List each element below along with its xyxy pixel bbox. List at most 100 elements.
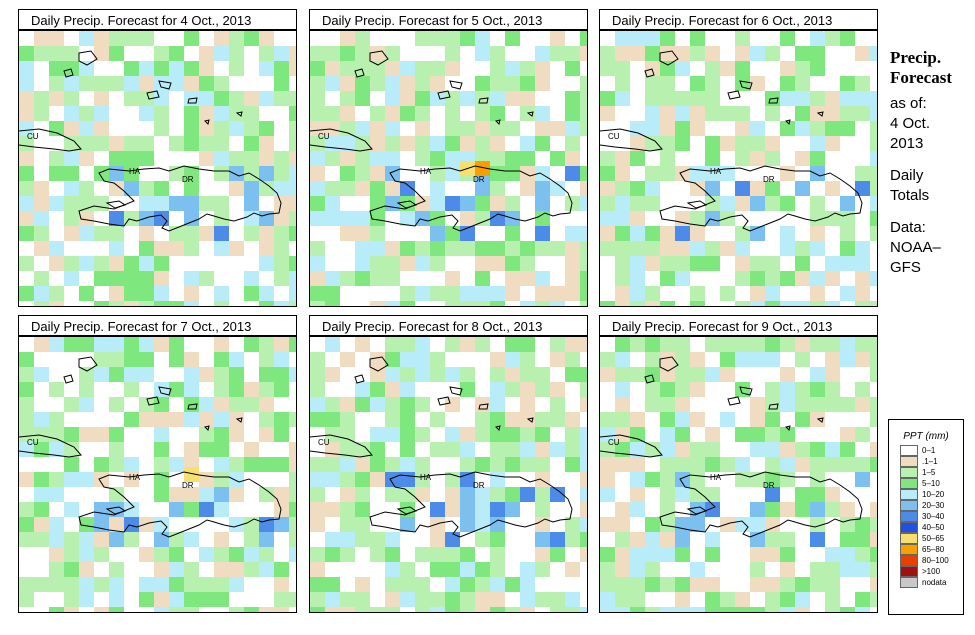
precip-cell <box>310 151 325 166</box>
island-coastline <box>739 80 753 90</box>
precip-cell <box>705 592 720 607</box>
precip-cell <box>615 427 630 442</box>
precip-cell <box>825 136 840 151</box>
precip-cell <box>154 412 169 427</box>
asof-year: 2013 <box>890 135 924 152</box>
island-coastline <box>354 374 365 384</box>
precip-cell <box>274 211 289 226</box>
precip-cell <box>274 412 289 427</box>
precip-cell <box>310 61 325 76</box>
island-coastline <box>768 97 779 104</box>
precip-cell <box>49 166 64 181</box>
precip-cell <box>445 106 460 121</box>
precip-cell <box>214 106 229 121</box>
precip-cell <box>34 301 49 306</box>
precip-cell <box>415 397 430 412</box>
precip-cell <box>735 337 750 352</box>
precip-cell <box>645 367 660 382</box>
precip-cell <box>840 517 855 532</box>
precip-cell <box>19 427 34 442</box>
country-label-cu: CU <box>318 132 330 141</box>
hispaniola-coastline <box>78 165 282 232</box>
precip-cell <box>400 61 415 76</box>
precip-cell <box>690 31 705 46</box>
precip-cell <box>475 241 490 256</box>
precip-cell <box>475 502 490 517</box>
precip-cell <box>244 196 259 211</box>
precip-cell <box>735 196 750 211</box>
precip-cell <box>109 226 124 241</box>
precip-cell <box>139 547 154 562</box>
precip-cell <box>325 592 340 607</box>
precip-cell <box>109 487 124 502</box>
precip-cell <box>870 502 877 517</box>
country-label-dr: DR <box>473 481 485 490</box>
precip-cell <box>385 427 400 442</box>
precip-cell <box>460 502 475 517</box>
precip-cell <box>550 487 565 502</box>
precip-cell <box>690 91 705 106</box>
precip-cell <box>184 211 199 226</box>
legend-label: 50–65 <box>922 534 945 543</box>
island-coastline <box>768 403 779 410</box>
precip-cell <box>385 271 400 286</box>
precip-cell <box>490 382 505 397</box>
precip-cell <box>169 487 184 502</box>
precip-cell <box>855 286 870 301</box>
precip-cell <box>229 607 244 612</box>
precip-cell <box>735 301 750 306</box>
precip-cell <box>139 196 154 211</box>
precip-cell <box>415 91 430 106</box>
precip-cell <box>810 487 825 502</box>
precip-cell <box>385 181 400 196</box>
precip-cell <box>565 517 580 532</box>
precip-cell <box>600 46 615 61</box>
precip-cell <box>109 31 124 46</box>
precip-cell <box>855 352 870 367</box>
precip-cell <box>385 151 400 166</box>
precip-cell <box>750 271 765 286</box>
precip-cell <box>460 562 475 577</box>
precip-cell <box>340 532 355 547</box>
precip-cell <box>94 607 109 612</box>
precip-cell <box>565 136 580 151</box>
precip-cell <box>705 367 720 382</box>
precip-cell <box>840 226 855 241</box>
precip-cell <box>505 256 520 271</box>
precip-cell <box>615 607 630 612</box>
precip-cell <box>385 367 400 382</box>
precip-cell <box>199 412 214 427</box>
precip-cell <box>765 517 780 532</box>
precip-cell <box>259 352 274 367</box>
precip-cell <box>430 352 445 367</box>
precip-cell <box>580 121 587 136</box>
precip-cell <box>490 517 505 532</box>
precip-cell <box>214 592 229 607</box>
precip-cell <box>505 121 520 136</box>
precip-cell <box>600 166 615 181</box>
precip-cell <box>645 472 660 487</box>
precip-cell <box>64 562 79 577</box>
precip-cell <box>370 457 385 472</box>
precip-cell <box>370 301 385 306</box>
precip-cell <box>49 412 64 427</box>
precip-cell <box>460 121 475 136</box>
precip-cell <box>475 412 490 427</box>
precip-cell <box>19 577 34 592</box>
precip-cell <box>400 397 415 412</box>
precip-cell <box>355 46 370 61</box>
precip-cell <box>750 256 765 271</box>
precip-cell <box>445 91 460 106</box>
precip-cell <box>630 487 645 502</box>
precip-cell <box>565 46 580 61</box>
precip-cell <box>645 442 660 457</box>
precip-cell <box>214 136 229 151</box>
precip-cell <box>810 472 825 487</box>
precip-cell <box>340 472 355 487</box>
precip-cell <box>325 472 340 487</box>
precip-cell <box>274 487 289 502</box>
precip-cell <box>229 121 244 136</box>
precip-cell <box>630 286 645 301</box>
island-coastline <box>659 50 679 66</box>
precip-cell <box>475 176 490 191</box>
